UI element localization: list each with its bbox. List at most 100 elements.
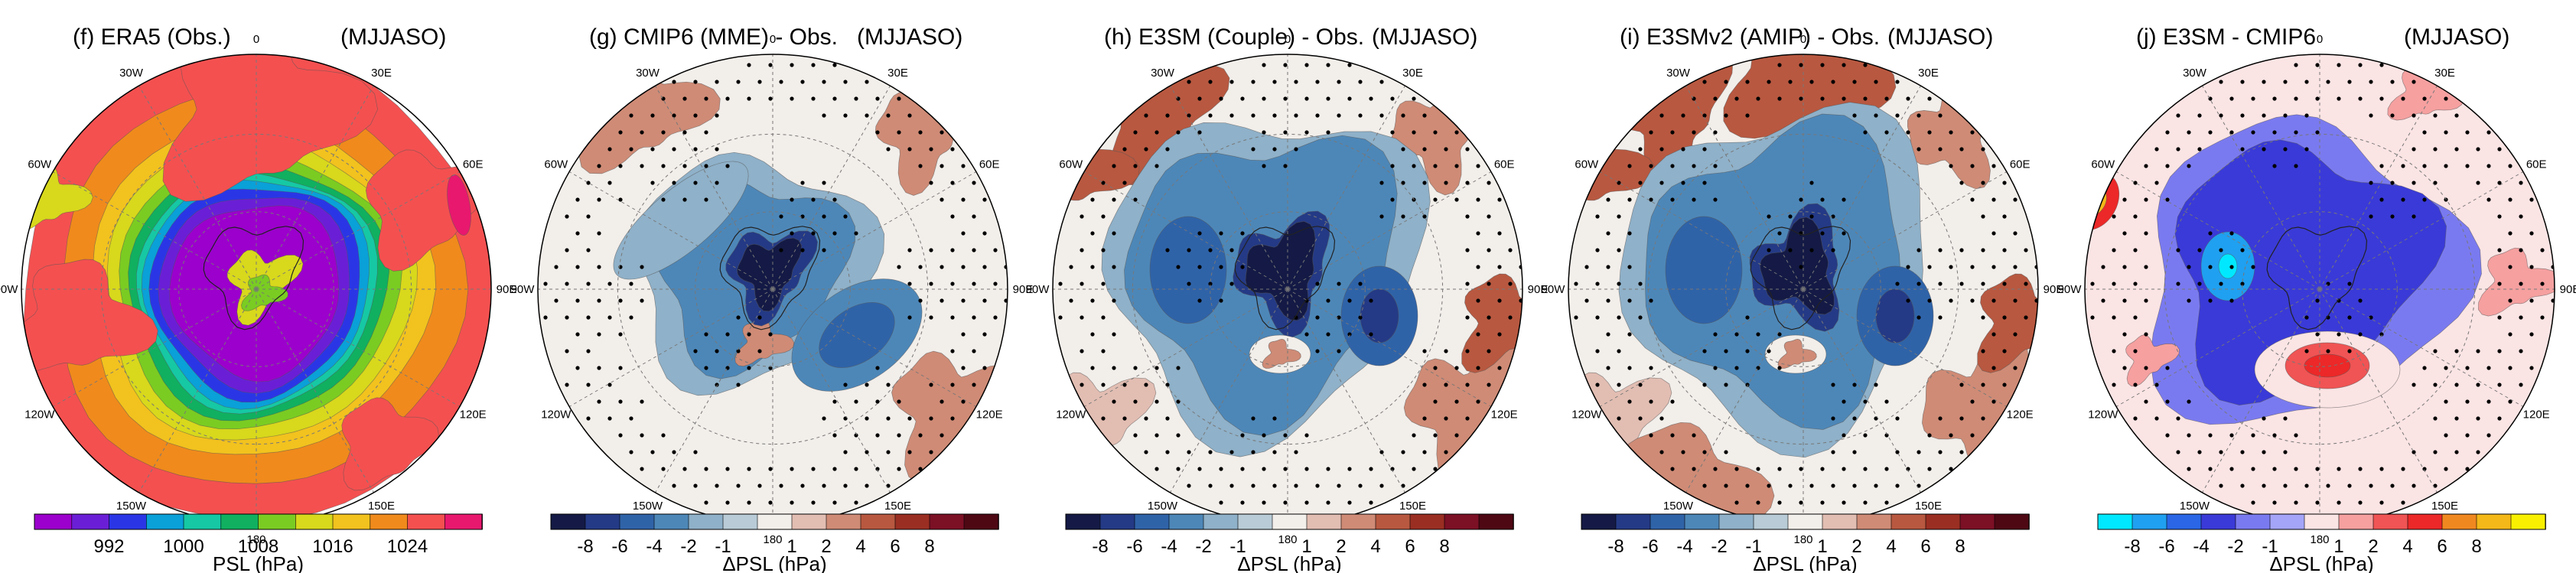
longitude-label: 30W	[636, 67, 660, 80]
polar-map	[1053, 54, 1522, 524]
colorbar-swatch	[791, 513, 827, 530]
colorbar-swatch	[146, 513, 184, 530]
colorbar-swatch	[2372, 513, 2408, 530]
panel-title: (i) E3SMv2 (AMIP) - Obs.	[1620, 24, 1880, 50]
colorbar-swatch	[1306, 513, 1342, 530]
longitude-label: 60W	[544, 158, 568, 171]
panel-title: (h) E3SM (Couple) - Obs.	[1104, 24, 1364, 50]
panel-season: (MJJASO)	[857, 24, 962, 50]
longitude-label: 30E	[371, 67, 392, 80]
negative-anomaly	[1665, 216, 1743, 324]
polar-map	[2085, 54, 2555, 524]
colorbar-swatch	[1787, 513, 1823, 530]
negative-anomaly	[613, 161, 749, 280]
colorbar-tick-label: 8	[924, 536, 934, 557]
colorbar-label: PSL (hPa)	[213, 552, 304, 573]
colorbar-swatch	[1375, 513, 1411, 530]
longitude-label: 0	[770, 33, 776, 46]
positive-difference	[2125, 334, 2180, 387]
colorbar-tick-label: -4	[1676, 536, 1692, 557]
colorbar-swatch	[183, 513, 222, 530]
colorbar-tick-label: 6	[890, 536, 900, 557]
panel-i: (i) E3SMv2 (AMIP) - Obs. (MJJASO) 0 30E 60E 9…	[1542, 24, 2064, 573]
longitude-label: 120E	[2007, 409, 2034, 422]
graticule	[2085, 54, 2555, 524]
graticule	[21, 54, 491, 524]
colorbar-swatch	[295, 513, 334, 530]
colorbar-swatch	[2166, 513, 2202, 530]
colorbar-swatch	[1959, 513, 1995, 530]
negative-difference	[2218, 253, 2238, 279]
colorbar: 992 1000 1008 1016 1024 PSL (hPa)	[34, 513, 483, 573]
longitude-label: 60W	[28, 158, 52, 171]
colorbar-frame	[550, 513, 999, 530]
longitude-label: 150E	[884, 500, 911, 513]
polar-map	[538, 54, 1008, 524]
colorbar-swatch	[220, 513, 259, 530]
colorbar-swatch	[1168, 513, 1204, 530]
panel-title: (g) CMIP6 (MME) - Obs.	[589, 24, 838, 50]
longitude-label: 30W	[119, 67, 144, 80]
longitude-label: 180	[2310, 533, 2329, 546]
colorbar-tick-label: 4	[1370, 536, 1380, 557]
panel-j: (j) E3SM - CMIP6 (MJJASO) 0 30E 60E 90E 120E 15…	[2058, 24, 2576, 573]
colorbar: -8 -6 -4 -2 -1 1 2 4 6 8 ΔPSL (hPa)	[1065, 513, 1514, 573]
colorbar-swatch	[1237, 513, 1273, 530]
colorbar-tick-label: -8	[1092, 536, 1108, 557]
colorbar-tick-label: -1	[2262, 536, 2278, 557]
longitude-label: 30E	[2434, 67, 2455, 80]
colorbar-frame	[2097, 513, 2546, 530]
longitude-label: 180	[246, 533, 265, 546]
longitude-label: 60W	[2091, 158, 2115, 171]
panel-g: (g) CMIP6 (MME) - Obs. (MJJASO) 0 30E 60E 90E…	[511, 24, 1034, 573]
polar-map	[21, 54, 491, 524]
longitude-label: 180	[763, 533, 782, 546]
colorbar-tick-label: -4	[646, 536, 662, 557]
panel-season: (MJJASO)	[340, 24, 446, 50]
longitude-label: 150W	[1663, 500, 1694, 513]
colorbar-swatch	[619, 513, 655, 530]
colorbar-label: ΔPSL (hPa)	[1753, 552, 1857, 573]
colorbar-tick-label: 6	[1405, 536, 1415, 557]
longitude-label: 60E	[2526, 158, 2547, 171]
colorbar-tick-label: 4	[1886, 536, 1896, 557]
panel-season: (MJJASO)	[2404, 24, 2509, 50]
colorbar-tick-label: -2	[680, 536, 696, 557]
colorbar-tick-label: 4	[855, 536, 865, 557]
colorbar-swatch	[370, 513, 409, 530]
colorbar-swatch	[2235, 513, 2271, 530]
longitude-label: 0	[253, 33, 259, 46]
colorbar-swatch	[757, 513, 793, 530]
significance-stipple	[543, 63, 1008, 505]
longitude-label: 90E	[2560, 283, 2576, 296]
colorbar-tick-label: -1	[1745, 536, 1761, 557]
colorbar-swatch	[585, 513, 620, 530]
longitude-label: 120E	[1491, 409, 1518, 422]
longitude-label: 90W	[1026, 283, 1050, 296]
colorbar-tick-label: 8	[1955, 536, 1965, 557]
longitude-label: 30W	[2183, 67, 2207, 80]
colorbar-swatch	[258, 513, 297, 530]
colorbar-tick-label: -4	[2193, 536, 2209, 557]
colorbar-label: ΔPSL (hPa)	[2269, 552, 2373, 573]
colorbar-tick-label: 2	[2368, 536, 2378, 557]
colorbar-tick-label: 2	[1336, 536, 1346, 557]
colorbar-tick-label: 1024	[387, 536, 428, 557]
colorbar-label: ΔPSL (hPa)	[1237, 552, 1341, 573]
panel-f: (f) ERA5 (Obs.) (MJJASO) 0 30E 60E 90E 120E 150…	[0, 24, 516, 573]
colorbar-swatch	[1649, 513, 1685, 530]
colorbar-swatch	[1203, 513, 1239, 530]
colorbar-tick-label: -6	[1642, 536, 1658, 557]
panel-season: (MJJASO)	[1887, 24, 1993, 50]
antarctica-coastline	[2266, 226, 2368, 330]
antarctica-coastline	[1750, 226, 1851, 330]
colorbar: -8 -6 -4 -2 -1 1 2 4 6 8 ΔPSL (hPa)	[550, 513, 999, 573]
colorbar-tick-label: 1	[2333, 536, 2343, 557]
colorbar-swatch	[2441, 513, 2477, 530]
colorbar-swatch	[2407, 513, 2443, 530]
colorbar-tick-label: -8	[2124, 536, 2140, 557]
colorbar-swatch	[1272, 513, 1308, 530]
graticule	[1568, 54, 2038, 524]
colorbar-label: ΔPSL (hPa)	[722, 552, 826, 573]
colorbar-frame	[34, 513, 483, 530]
